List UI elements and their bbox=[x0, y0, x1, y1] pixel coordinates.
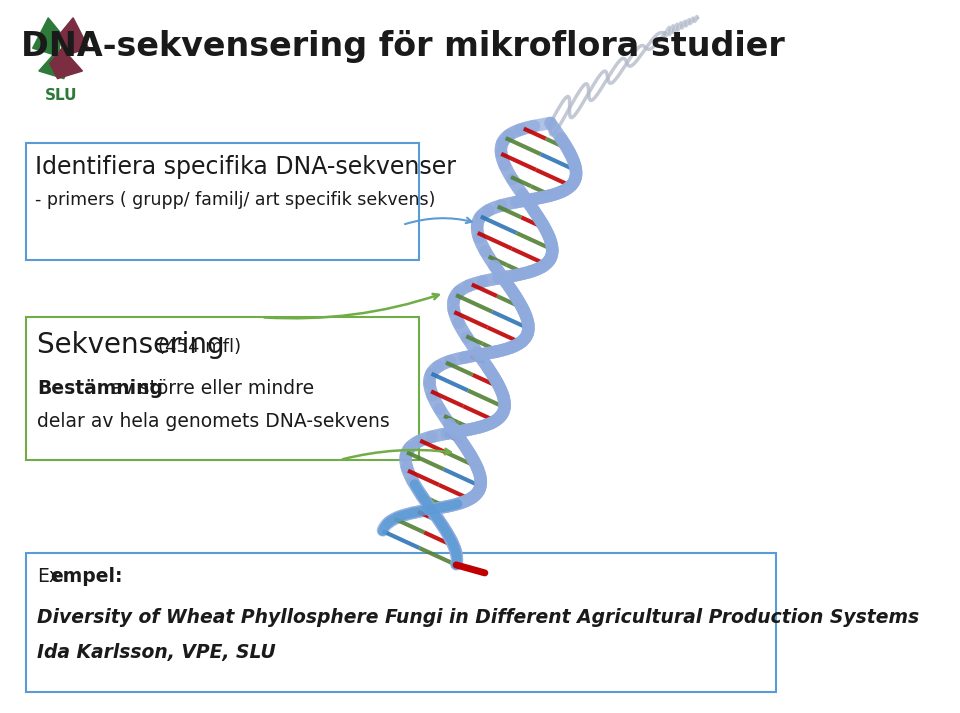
Text: av större eller mindre: av större eller mindre bbox=[105, 379, 314, 399]
Polygon shape bbox=[33, 18, 62, 56]
Text: empel:: empel: bbox=[50, 567, 123, 585]
Text: SLU: SLU bbox=[44, 88, 77, 103]
Text: Identifiera specifika DNA-sekvenser: Identifiera specifika DNA-sekvenser bbox=[36, 155, 456, 178]
Text: Diversity of Wheat Phyllosphere Fungi in Different Agricultural Production Syste: Diversity of Wheat Phyllosphere Fungi in… bbox=[37, 607, 919, 627]
FancyBboxPatch shape bbox=[26, 143, 419, 260]
Polygon shape bbox=[60, 18, 88, 56]
Polygon shape bbox=[38, 48, 72, 78]
Text: DNA-sekvensering för mikroflora studier: DNA-sekvensering för mikroflora studier bbox=[21, 30, 785, 63]
Text: delar av hela genomets DNA-sekvens: delar av hela genomets DNA-sekvens bbox=[37, 412, 390, 431]
FancyBboxPatch shape bbox=[26, 317, 419, 460]
Text: Ex: Ex bbox=[37, 567, 60, 585]
FancyBboxPatch shape bbox=[26, 553, 777, 692]
Text: (454 mfl): (454 mfl) bbox=[158, 338, 241, 356]
Text: - primers ( grupp/ familj/ art specifik sekvens): - primers ( grupp/ familj/ art specifik … bbox=[36, 190, 436, 209]
Text: Sekvensering: Sekvensering bbox=[37, 332, 233, 359]
Polygon shape bbox=[50, 48, 83, 78]
Text: Ida Karlsson, VPE, SLU: Ida Karlsson, VPE, SLU bbox=[37, 642, 276, 662]
Text: Bestämning: Bestämning bbox=[37, 379, 163, 399]
